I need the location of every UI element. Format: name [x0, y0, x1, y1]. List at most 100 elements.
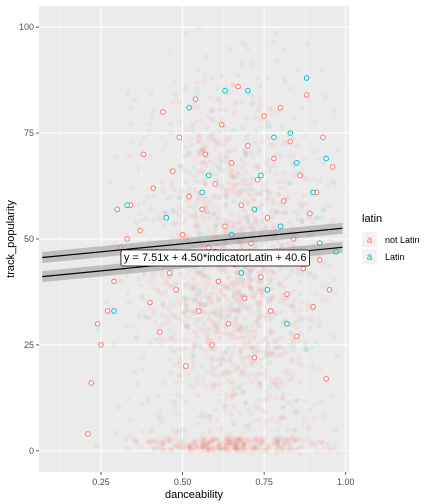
bg-point: [191, 439, 197, 446]
bg-point: [204, 442, 210, 448]
bg-point: [326, 447, 332, 453]
bg-point: [242, 169, 248, 175]
bg-point: [242, 151, 249, 157]
data-point: [235, 83, 241, 90]
bg-point: [167, 300, 174, 306]
bg-point: [331, 277, 337, 283]
bg-point: [149, 438, 156, 444]
bg-point: [261, 347, 268, 354]
bg-point: [263, 161, 270, 167]
bg-point: [265, 75, 271, 81]
bg-point: [223, 432, 230, 439]
bg-point: [283, 210, 289, 216]
bg-point: [244, 340, 250, 346]
bg-point: [243, 135, 249, 141]
bg-point: [188, 266, 195, 272]
bg-point: [257, 380, 263, 386]
bg-point: [310, 219, 316, 225]
bg-point: [191, 298, 198, 305]
bg-point: [238, 226, 244, 232]
bg-point: [182, 216, 188, 223]
bg-point: [227, 435, 233, 441]
bg-point: [166, 320, 172, 326]
bg-point: [242, 265, 248, 272]
bg-point: [216, 194, 222, 200]
bg-point: [278, 436, 284, 442]
bg-point: [272, 353, 279, 359]
bg-point: [274, 440, 281, 446]
bg-point: [189, 347, 195, 353]
bg-point: [232, 436, 238, 443]
bg-point: [239, 444, 245, 450]
bg-point: [258, 280, 264, 287]
bg-point: [263, 295, 270, 302]
bg-point: [301, 133, 307, 139]
bg-point: [222, 437, 229, 443]
bg-point: [241, 441, 247, 447]
bg-point: [214, 373, 220, 380]
bg-point: [202, 301, 208, 308]
bg-point: [239, 382, 245, 388]
y-axis-title: track_popularity: [5, 200, 17, 278]
bg-point: [274, 442, 281, 448]
bg-point: [225, 275, 231, 281]
bg-point: [160, 442, 167, 448]
bg-point: [300, 168, 306, 174]
bg-point: [253, 219, 259, 225]
bg-point: [294, 268, 300, 274]
bg-point: [198, 442, 205, 448]
bg-point: [203, 144, 210, 150]
bg-point: [223, 269, 230, 275]
bg-point: [167, 194, 173, 200]
bg-point: [256, 396, 262, 403]
data-point: [147, 299, 153, 306]
bg-point: [188, 283, 194, 289]
bg-point: [235, 444, 241, 451]
bg-point: [297, 279, 303, 286]
bg-point: [188, 142, 195, 148]
bg-point: [247, 224, 253, 230]
bg-point: [197, 301, 203, 307]
bg-point: [281, 350, 288, 356]
bg-point: [226, 282, 232, 288]
bg-point: [194, 443, 201, 449]
bg-point: [236, 213, 242, 219]
bg-point: [217, 100, 223, 107]
bg-point: [272, 344, 278, 350]
bg-point: [218, 329, 224, 336]
bg-point: [226, 439, 232, 446]
bg-point: [282, 436, 288, 443]
bg-point: [305, 302, 311, 308]
bg-point: [240, 359, 246, 365]
bg-point: [246, 354, 252, 360]
bg-point: [239, 275, 245, 281]
bg-point: [245, 46, 251, 52]
data-point: [173, 287, 179, 293]
bg-point: [254, 440, 260, 446]
bg-point: [223, 194, 230, 200]
bg-point: [225, 273, 232, 280]
bg-point: [179, 270, 185, 276]
bg-point: [172, 186, 178, 192]
bg-point: [158, 440, 164, 446]
bg-point: [275, 344, 281, 350]
bg-point: [235, 219, 242, 226]
bg-point: [207, 265, 213, 271]
bg-point: [264, 194, 270, 200]
bg-point: [215, 296, 221, 302]
bg-point: [249, 286, 255, 292]
bg-point: [231, 222, 237, 228]
bg-point: [207, 428, 213, 435]
bg-point: [231, 328, 237, 334]
bg-point: [264, 189, 270, 195]
bg-point: [165, 434, 171, 440]
bg-point: [254, 447, 260, 453]
bg-point: [191, 343, 197, 350]
bg-point: [237, 301, 243, 307]
bg-point: [232, 182, 238, 189]
bg-point: [184, 324, 190, 330]
data-point: [98, 342, 104, 348]
bg-point: [231, 175, 237, 181]
bg-point: [256, 149, 262, 156]
